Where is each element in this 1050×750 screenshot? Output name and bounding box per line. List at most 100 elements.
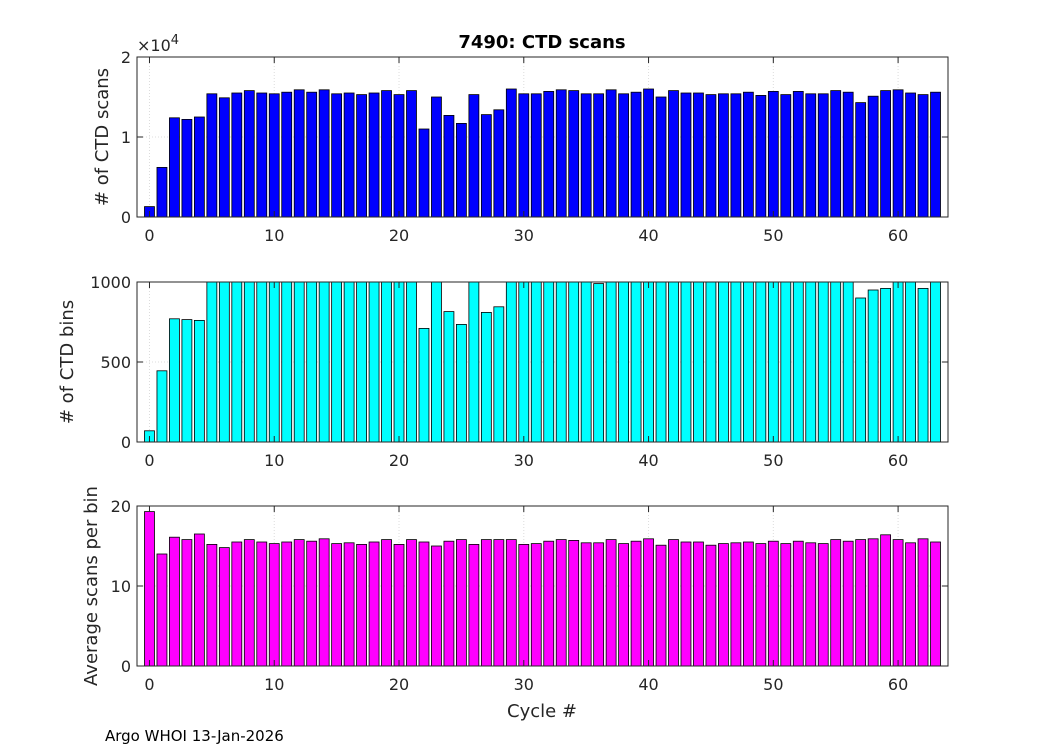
bar-cycle-41 xyxy=(655,281,667,443)
bar-cycle-49 xyxy=(755,95,767,218)
bar-cycle-1 xyxy=(156,370,168,443)
bar-cycle-44 xyxy=(693,281,704,443)
bar-cycle-11 xyxy=(281,281,293,443)
bar-cycle-39 xyxy=(630,91,642,218)
bar-cycle-16 xyxy=(343,92,355,218)
bar-cycle-46 xyxy=(718,281,729,443)
bar-cycle-51 xyxy=(780,94,792,218)
bar-cycle-15 xyxy=(331,543,343,667)
bar-cycle-53 xyxy=(805,93,817,218)
bar-cycle-13 xyxy=(306,91,318,218)
bar-cycle-63 xyxy=(930,541,941,667)
bar-cycle-35 xyxy=(580,281,592,443)
bar-cycle-52 xyxy=(792,540,804,667)
x-axis-label: Cycle # xyxy=(507,701,577,722)
x-tick-label: 60 xyxy=(888,675,908,694)
bar-cycle-2 xyxy=(169,536,180,667)
bar-cycle-42 xyxy=(668,281,679,443)
bar-cycle-40 xyxy=(643,281,654,443)
bar-cycle-21 xyxy=(406,90,417,218)
bar-cycle-43 xyxy=(680,92,692,218)
bar-cycle-18 xyxy=(368,541,380,667)
bar-cycle-60 xyxy=(892,281,904,443)
bar-cycle-22 xyxy=(418,327,430,443)
bar-cycle-13 xyxy=(306,281,318,443)
x-tick-label: 20 xyxy=(389,675,409,694)
bar-cycle-57 xyxy=(855,102,867,218)
y-tick-label: 500 xyxy=(100,353,131,372)
bar-cycle-8 xyxy=(243,90,255,218)
bar-cycle-5 xyxy=(206,281,218,443)
bar-cycle-41 xyxy=(655,544,667,667)
bar-cycle-17 xyxy=(356,94,367,218)
x-tick-label: 60 xyxy=(888,451,908,470)
bar-cycle-44 xyxy=(693,92,704,218)
bar-cycle-11 xyxy=(281,91,293,218)
bar-cycle-30 xyxy=(518,281,530,443)
bar-cycle-39 xyxy=(630,540,642,667)
bar-cycle-52 xyxy=(792,281,804,443)
bar-cycle-29 xyxy=(505,88,517,218)
x-tick-label: 20 xyxy=(389,451,409,470)
bar-cycle-37 xyxy=(605,281,617,443)
bar-cycle-20 xyxy=(393,94,405,218)
bar-cycle-48 xyxy=(742,541,754,667)
bar-cycle-33 xyxy=(555,281,567,443)
bar-cycle-29 xyxy=(505,539,517,667)
bar-cycle-14 xyxy=(318,538,330,667)
y-tick-label: 0 xyxy=(121,208,131,227)
x-tick-label: 40 xyxy=(638,451,658,470)
bar-cycle-9 xyxy=(256,92,268,218)
bar-cycle-35 xyxy=(580,542,592,667)
bar-cycle-57 xyxy=(855,297,867,443)
bar-cycle-59 xyxy=(880,534,892,667)
panel-3: 0 10 20 30 40 50 60 0 10 20 Average scans per bin xyxy=(81,486,949,694)
bar-cycle-38 xyxy=(618,93,629,218)
bar-cycle-14 xyxy=(318,281,330,443)
bar-cycle-7 xyxy=(231,541,243,667)
bar-cycle-38 xyxy=(618,543,629,667)
y-tick-label: 1000 xyxy=(90,273,131,292)
bar-cycle-9 xyxy=(256,281,268,443)
bar-cycle-46 xyxy=(718,543,729,667)
x-tick-label: 30 xyxy=(514,675,534,694)
y-tick-label: 20 xyxy=(111,497,131,516)
chart-panels: 0 10 20 30 40 50 60 0 1 2 # of CTD scans ×104 0 10 20 3… xyxy=(57,33,949,694)
bar-cycle-58 xyxy=(867,289,879,443)
bar-cycle-56 xyxy=(842,540,854,667)
bar-cycle-61 xyxy=(905,281,916,443)
bar-cycle-25 xyxy=(456,123,467,218)
bar-cycle-43 xyxy=(680,541,692,667)
bar-cycle-10 xyxy=(268,543,280,667)
bar-cycle-31 xyxy=(530,281,542,443)
bar-cycle-62 xyxy=(917,538,929,667)
bar-cycle-0 xyxy=(144,511,155,667)
bar-cycle-49 xyxy=(755,281,767,443)
bar-cycle-14 xyxy=(318,89,330,218)
bar-cycle-54 xyxy=(817,543,829,667)
bar-cycle-3 xyxy=(181,119,193,218)
bar-cycle-52 xyxy=(792,91,804,218)
bar-cycle-34 xyxy=(568,540,580,667)
x-tick-label: 40 xyxy=(638,675,658,694)
bar-cycle-8 xyxy=(243,281,255,443)
bar-cycle-45 xyxy=(705,281,717,443)
y-axis-label: Average scans per bin xyxy=(81,486,102,686)
bar-cycle-16 xyxy=(343,281,355,443)
bar-cycle-6 xyxy=(218,281,230,443)
bar-cycle-36 xyxy=(593,283,605,443)
x-tick-label: 30 xyxy=(514,451,534,470)
x-tick-label: 0 xyxy=(144,451,154,470)
x-tick-label: 50 xyxy=(763,675,783,694)
bar-cycle-17 xyxy=(356,544,367,667)
bar-cycle-34 xyxy=(568,90,580,218)
bar-cycle-7 xyxy=(231,92,243,218)
bar-cycle-30 xyxy=(518,544,530,667)
bar-cycle-7 xyxy=(231,281,243,443)
bar-cycle-57 xyxy=(855,539,867,667)
bar-cycle-32 xyxy=(543,540,555,667)
bar-cycle-40 xyxy=(643,88,654,218)
bar-cycle-2 xyxy=(169,318,180,443)
bar-cycle-41 xyxy=(655,96,667,218)
